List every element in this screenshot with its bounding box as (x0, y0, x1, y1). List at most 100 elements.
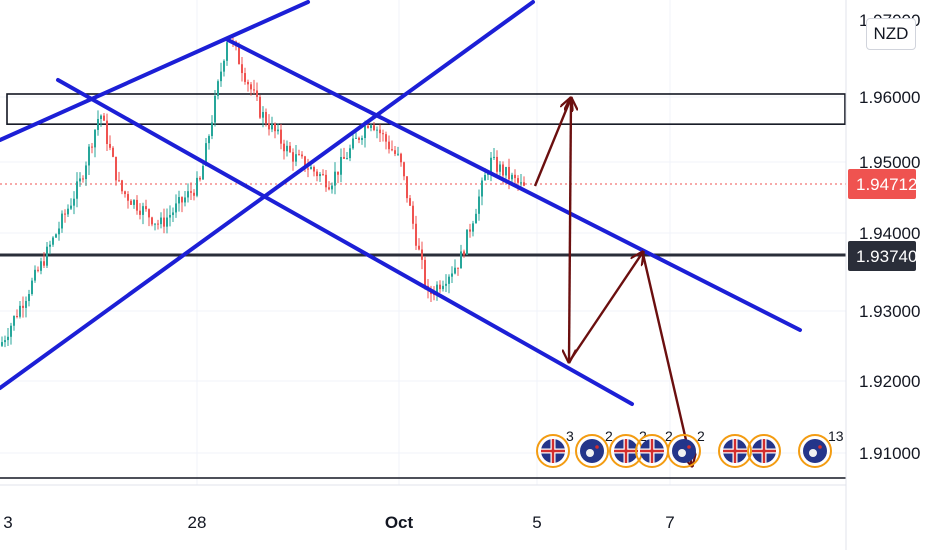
candle-body (352, 138, 354, 149)
candle-body (28, 294, 30, 301)
projection-arrow (533, 98, 571, 187)
channel-line (0, 0, 310, 142)
candle-body (241, 64, 243, 74)
candle-body (280, 129, 282, 144)
candle-body (223, 60, 225, 72)
candle-body (121, 180, 123, 192)
candle-body (64, 213, 66, 215)
candle-body (298, 154, 300, 156)
candle-body (4, 340, 6, 343)
candle-body (205, 143, 207, 166)
projection-arrow (569, 98, 571, 362)
candle-body (388, 141, 390, 150)
candle-body (403, 162, 405, 177)
x-tick-label: 7 (665, 513, 674, 532)
candle-body (445, 283, 447, 286)
candle-body (94, 129, 96, 148)
candle-body (118, 180, 120, 182)
candle-body (169, 214, 171, 218)
candle-body (133, 199, 135, 205)
candle-body (418, 245, 420, 250)
candle-body (343, 156, 345, 159)
event-marker[interactable]: 2 (609, 428, 647, 468)
candle-body (508, 166, 510, 180)
candle-body (334, 171, 336, 186)
candle-body (262, 111, 264, 118)
nz-flag-star (678, 449, 686, 457)
projection-arrows (533, 98, 692, 466)
candle-body (37, 269, 39, 271)
event-marker[interactable]: 2 (635, 428, 673, 468)
candle-body (82, 178, 84, 180)
candle-body (217, 81, 219, 96)
candle-body (163, 217, 165, 227)
event-ring (536, 434, 570, 468)
candle-body (157, 223, 159, 225)
event-marker[interactable]: 13 (798, 428, 844, 468)
horizontal-levels (0, 183, 846, 479)
channel-line (226, 38, 802, 332)
candle-body (385, 134, 387, 142)
projection-arrow (641, 253, 692, 466)
candle-body (475, 213, 477, 224)
candle-body (286, 145, 288, 152)
candle-body (130, 200, 132, 205)
nz-flag-star (595, 445, 599, 449)
candle-body (196, 177, 198, 196)
price-axis[interactable]: 1.97000 1.96000 1.95000 1.94000 1.93000 … (848, 11, 920, 463)
candle-body (316, 171, 318, 177)
current-price-tag: 1.94712 (848, 169, 917, 199)
candle-body (73, 198, 75, 206)
candle-body (85, 165, 87, 180)
projection-arrow (568, 252, 643, 363)
candle-body (31, 280, 33, 295)
level-price-tag: 1.93740 (848, 241, 917, 271)
candle-body (337, 171, 339, 175)
candle-body (340, 156, 342, 175)
candle-body (49, 244, 51, 247)
candle-body (166, 217, 168, 227)
candle-body (391, 149, 393, 151)
candle-body (502, 164, 504, 176)
chart-grid (0, 0, 846, 485)
event-count: 3 (566, 428, 574, 444)
event-markers: 3 2 2 2 2 13 (536, 428, 844, 468)
candle-body (463, 251, 465, 255)
candle-body (160, 217, 162, 225)
candle-body (319, 174, 321, 177)
candle-body (265, 111, 267, 124)
time-axis[interactable]: 3 28 Oct 5 7 (3, 513, 674, 532)
candle-body (16, 316, 18, 318)
candle-body (460, 251, 462, 269)
candle-body (421, 249, 423, 260)
candle-body (250, 84, 252, 90)
event-marker[interactable]: 2 (667, 428, 705, 468)
event-ring (575, 434, 609, 468)
candle-body (274, 123, 276, 132)
event-marker[interactable]: 3 (536, 428, 574, 468)
candle-body (124, 191, 126, 195)
candle-body (439, 284, 441, 290)
y-tick-label: 1.92000 (859, 372, 920, 391)
candle-body (478, 196, 480, 214)
currency-badge[interactable]: NZD (866, 18, 916, 50)
channel-line (0, 0, 535, 390)
x-tick-label: 5 (532, 513, 541, 532)
candle-body (520, 182, 522, 184)
candle-body (412, 205, 414, 224)
candle-body (199, 177, 201, 180)
candle-body (214, 95, 216, 123)
candle-body (313, 167, 315, 172)
candle-body (88, 146, 90, 166)
candle-body (247, 81, 249, 85)
event-marker[interactable]: 2 (575, 428, 613, 468)
candle-body (172, 212, 174, 215)
event-marker[interactable] (747, 434, 781, 468)
candle-body (1, 342, 3, 346)
candle-body (61, 213, 63, 229)
event-marker[interactable] (718, 434, 752, 468)
candle-body (55, 234, 57, 238)
candle-body (292, 152, 294, 162)
level-price-label: 1.93740 (856, 247, 917, 266)
